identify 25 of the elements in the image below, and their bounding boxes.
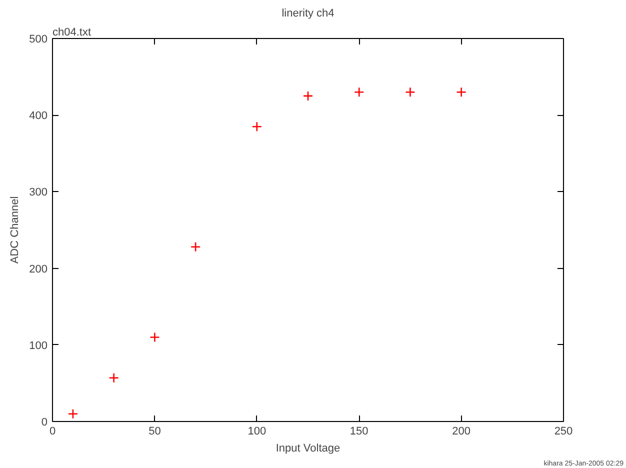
x-tick-label: 250 (554, 426, 573, 438)
x-tick-label: 200 (452, 426, 470, 438)
x-tick-label: 50 (148, 426, 161, 438)
point (150, 332, 160, 342)
point (190, 242, 201, 252)
point (354, 86, 364, 98)
point (68, 408, 78, 419)
y-tick-label: 400 (29, 110, 48, 122)
x-tick-label: 150 (350, 426, 368, 438)
y-axis-title: ADC Channel (9, 196, 22, 264)
chart-title: linerity ch4 (282, 8, 334, 20)
point (302, 90, 314, 102)
y-tick-label: 200 (29, 263, 48, 276)
point (405, 86, 416, 98)
y-tick-label: 0 (41, 416, 48, 428)
x-tick-label: 100 (248, 426, 266, 438)
text: ch04.txt (52, 26, 92, 38)
y-tick-label: 300 (29, 186, 48, 199)
point (108, 372, 119, 383)
y-tick-label: 100 (29, 340, 48, 352)
x-axis-title: Input Voltage (276, 442, 340, 454)
point (252, 121, 262, 132)
x-tick-label: 0 (49, 426, 56, 438)
point (456, 86, 466, 98)
y-tick-label: 500 (29, 34, 48, 46)
